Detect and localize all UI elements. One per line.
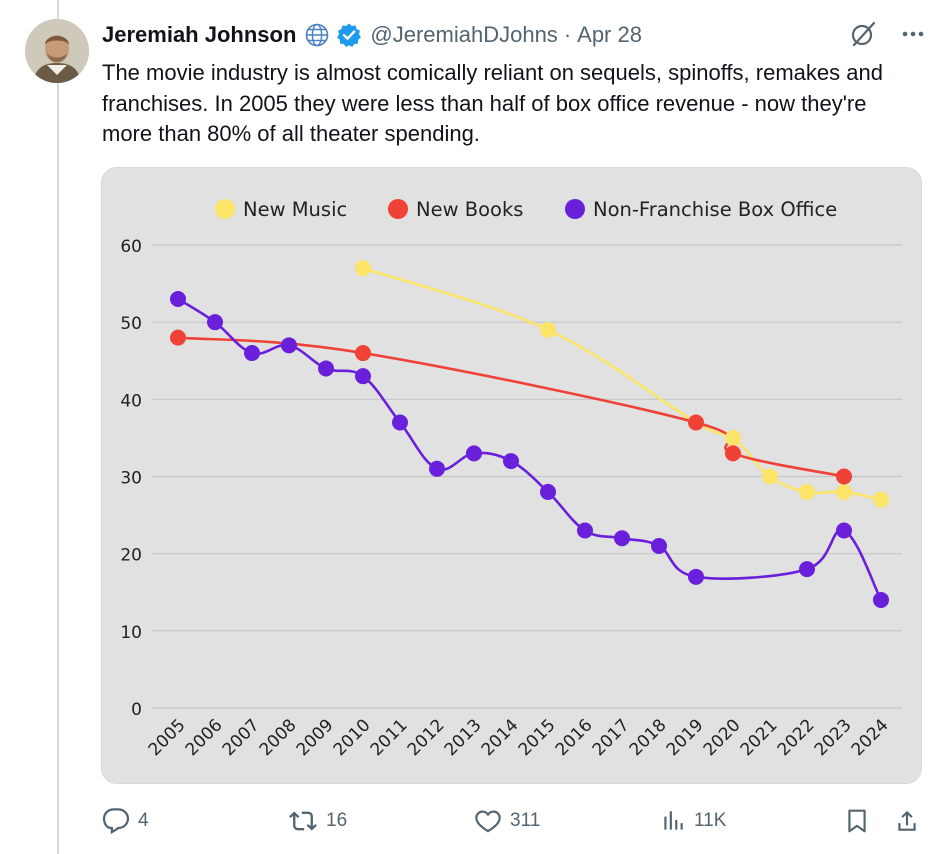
- point-non-franchise-2006: [207, 314, 223, 331]
- chart-image[interactable]: 0 10 20 30 40 50 60 2005 2006 2007 2008 2009 2010 20…: [101, 167, 922, 784]
- bookmark-button[interactable]: [844, 804, 870, 838]
- point-non-franchise-2005: [170, 291, 186, 308]
- point-new-books-2020: [725, 445, 741, 462]
- point-non-franchise-2023: [836, 522, 852, 539]
- globe-icon: [304, 22, 330, 48]
- legend-label-new-books: New Books: [416, 198, 523, 221]
- avatar[interactable]: [25, 19, 89, 83]
- point-new-books-2023: [836, 468, 852, 485]
- share-icon: [898, 810, 916, 831]
- y-tick-label: 40: [120, 391, 142, 411]
- point-non-franchise-2014: [503, 453, 519, 470]
- y-tick-label: 20: [120, 546, 142, 566]
- action-bar: 4 16 311 11K: [102, 804, 922, 838]
- reply-icon: [102, 808, 130, 835]
- point-new-music-2015: [540, 321, 556, 338]
- point-non-franchise-2011: [392, 414, 408, 431]
- point-non-franchise-2016: [577, 522, 593, 539]
- author-name[interactable]: Jeremiah Johnson: [102, 22, 297, 47]
- legend-label-non-franchise: Non-Franchise Box Office: [593, 198, 837, 221]
- thread-line: [57, 0, 59, 854]
- views-chart-icon: [664, 811, 683, 830]
- y-tick-label: 30: [120, 469, 142, 489]
- reply-button[interactable]: 4: [102, 804, 149, 838]
- point-new-music-2010: [355, 260, 371, 277]
- tweet-header: Jeremiah Johnson @JeremiahDJohns · Apr 2…: [102, 18, 642, 52]
- point-new-music-2024: [873, 491, 889, 508]
- reply-count: 4: [138, 810, 149, 831]
- point-new-music-2023: [836, 483, 852, 500]
- point-non-franchise-2019: [688, 568, 704, 585]
- point-non-franchise-2009: [318, 360, 334, 377]
- repost-button[interactable]: 16: [288, 804, 347, 838]
- legend-marker-non-franchise: [565, 199, 585, 219]
- point-new-music-2021: [762, 468, 778, 485]
- view-count: 11K: [694, 810, 727, 831]
- point-new-music-2020: [725, 429, 741, 446]
- point-non-franchise-2024: [873, 591, 889, 608]
- point-non-franchise-2013: [466, 445, 482, 462]
- y-tick-label: 10: [120, 623, 142, 643]
- meta-separator: ·: [563, 22, 572, 47]
- point-non-franchise-2010: [355, 368, 371, 385]
- repost-count: 16: [326, 810, 348, 831]
- point-non-franchise-2012: [429, 460, 445, 477]
- like-button[interactable]: 311: [474, 804, 540, 838]
- legend-marker-new-books: [388, 199, 408, 219]
- share-button[interactable]: [894, 804, 920, 838]
- point-non-franchise-2008: [281, 337, 297, 354]
- grok-icon[interactable]: [849, 20, 877, 48]
- point-non-franchise-2018: [651, 537, 667, 554]
- tweet-text: The movie industry is almost comically r…: [102, 60, 883, 146]
- point-non-franchise-2007: [244, 345, 260, 362]
- point-new-books-2010: [355, 345, 371, 362]
- point-new-music-2022: [799, 483, 815, 500]
- legend-marker-new-music: [215, 199, 235, 219]
- tweet-header-actions: [849, 20, 925, 48]
- legend-label-new-music: New Music: [243, 198, 347, 221]
- verified-badge-icon[interactable]: [336, 22, 362, 48]
- bookmark-icon: [848, 809, 866, 833]
- y-tick-label: 50: [120, 314, 142, 334]
- like-count: 311: [510, 810, 541, 831]
- heart-icon: [475, 810, 501, 833]
- chart-background: [102, 168, 921, 783]
- y-tick-label: 60: [120, 237, 142, 257]
- author-handle[interactable]: @JeremiahDJohns: [370, 22, 558, 47]
- tweet-date[interactable]: Apr 28: [577, 22, 642, 47]
- point-new-books-2019: [688, 414, 704, 431]
- views-button[interactable]: 11K: [660, 804, 726, 838]
- more-options-icon[interactable]: [901, 22, 925, 46]
- point-non-franchise-2017: [614, 530, 630, 547]
- point-new-books-2005: [170, 329, 186, 346]
- point-non-franchise-2015: [540, 483, 556, 500]
- repost-icon: [289, 811, 317, 831]
- y-tick-label: 0: [131, 700, 142, 720]
- point-non-franchise-2022: [799, 561, 815, 578]
